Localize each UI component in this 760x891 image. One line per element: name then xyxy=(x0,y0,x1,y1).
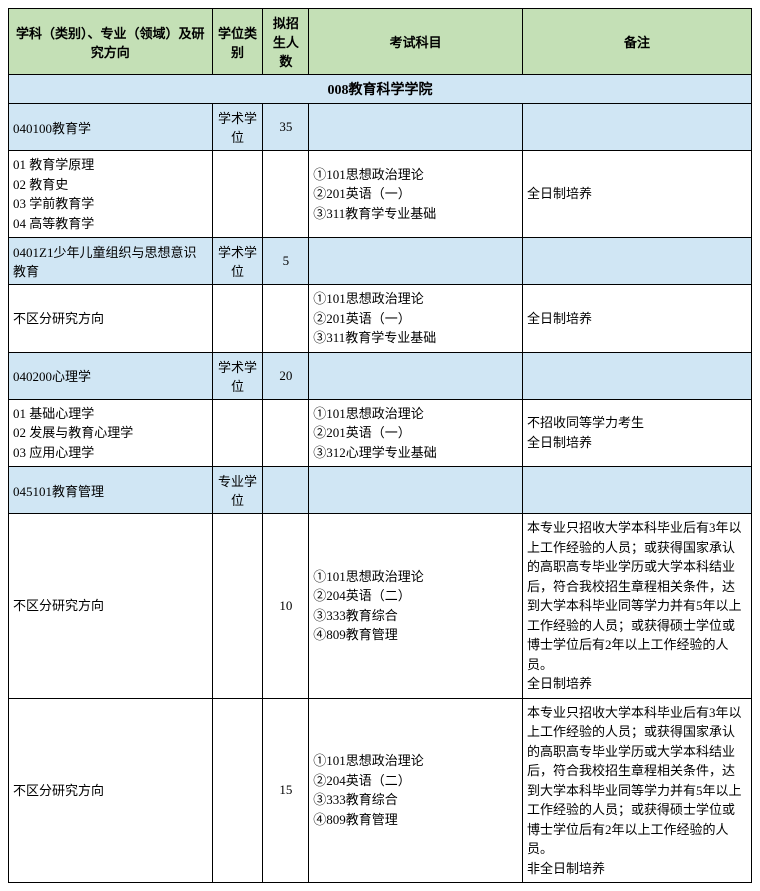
hdr-col2: 学位类别 xyxy=(212,9,263,75)
enroll-num xyxy=(263,151,309,238)
degree-type: 学术学位 xyxy=(212,104,263,151)
note-cell xyxy=(522,352,751,399)
exam-subjects: ①101思想政治理论②201英语（一）③311教育学专业基础 xyxy=(309,285,523,353)
exam-subjects: ①101思想政治理论②204英语（二）③333教育综合④809教育管理 xyxy=(309,698,523,883)
detail-row: 01 教育学原理02 教育史03 学前教育学04 高等教育学 ①101思想政治理… xyxy=(9,151,752,238)
exam-cell xyxy=(309,238,523,285)
detail-row: 01 基础心理学02 发展与教育心理学03 应用心理学 ①101思想政治理论②2… xyxy=(9,399,752,467)
subject-name: 040200心理学 xyxy=(9,352,213,399)
exam-cell xyxy=(309,104,523,151)
exam-cell xyxy=(309,352,523,399)
enroll-num: 5 xyxy=(263,238,309,285)
exam-subjects: ①101思想政治理论②204英语（二）③333教育综合④809教育管理 xyxy=(309,514,523,699)
header-row: 学科（类别）、专业（领域）及研究方向 学位类别 拟招生人数 考试科目 备注 xyxy=(9,9,752,75)
section-title-row: 008教育科学学院 xyxy=(9,75,752,104)
catalog-table: 学科（类别）、专业（领域）及研究方向 学位类别 拟招生人数 考试科目 备注 00… xyxy=(8,8,752,883)
degree-type xyxy=(212,285,263,353)
subject-name: 040100教育学 xyxy=(9,104,213,151)
note: 全日制培养 xyxy=(522,285,751,353)
hdr-col1: 学科（类别）、专业（领域）及研究方向 xyxy=(9,9,213,75)
hdr-col5: 备注 xyxy=(522,9,751,75)
exam-subjects: ①101思想政治理论②201英语（一）③311教育学专业基础 xyxy=(309,151,523,238)
degree-type xyxy=(212,399,263,467)
section-title: 008教育科学学院 xyxy=(9,75,752,104)
enroll-num: 10 xyxy=(263,514,309,699)
enroll-num xyxy=(263,467,309,514)
degree-type xyxy=(212,151,263,238)
enroll-num xyxy=(263,399,309,467)
enroll-num xyxy=(263,285,309,353)
degree-type: 学术学位 xyxy=(212,238,263,285)
detail-row: 不区分研究方向 15 ①101思想政治理论②204英语（二）③333教育综合④8… xyxy=(9,698,752,883)
note: 全日制培养 xyxy=(522,151,751,238)
enroll-num: 15 xyxy=(263,698,309,883)
subject-row: 040100教育学 学术学位 35 xyxy=(9,104,752,151)
exam-subjects: ①101思想政治理论②201英语（一）③312心理学专业基础 xyxy=(309,399,523,467)
enroll-num: 20 xyxy=(263,352,309,399)
note: 本专业只招收大学本科毕业后有3年以上工作经验的人员；或获得国家承认的高职高专毕业… xyxy=(522,698,751,883)
hdr-col4: 考试科目 xyxy=(309,9,523,75)
directions: 不区分研究方向 xyxy=(9,285,213,353)
degree-type: 学术学位 xyxy=(212,352,263,399)
subject-row: 045101教育管理 专业学位 xyxy=(9,467,752,514)
directions: 01 基础心理学02 发展与教育心理学03 应用心理学 xyxy=(9,399,213,467)
note: 本专业只招收大学本科毕业后有3年以上工作经验的人员；或获得国家承认的高职高专毕业… xyxy=(522,514,751,699)
detail-row: 不区分研究方向 10 ①101思想政治理论②204英语（二）③333教育综合④8… xyxy=(9,514,752,699)
subject-row: 0401Z1少年儿童组织与思想意识教育 学术学位 5 xyxy=(9,238,752,285)
enroll-num: 35 xyxy=(263,104,309,151)
hdr-col3: 拟招生人数 xyxy=(263,9,309,75)
note-cell xyxy=(522,238,751,285)
note-cell xyxy=(522,467,751,514)
subject-name: 0401Z1少年儿童组织与思想意识教育 xyxy=(9,238,213,285)
subject-name: 045101教育管理 xyxy=(9,467,213,514)
degree-type: 专业学位 xyxy=(212,467,263,514)
directions: 不区分研究方向 xyxy=(9,514,213,699)
exam-cell xyxy=(309,467,523,514)
detail-row: 不区分研究方向 ①101思想政治理论②201英语（一）③311教育学专业基础 全… xyxy=(9,285,752,353)
note: 不招收同等学力考生全日制培养 xyxy=(522,399,751,467)
note-cell xyxy=(522,104,751,151)
degree-type xyxy=(212,698,263,883)
directions: 不区分研究方向 xyxy=(9,698,213,883)
directions: 01 教育学原理02 教育史03 学前教育学04 高等教育学 xyxy=(9,151,213,238)
degree-type xyxy=(212,514,263,699)
subject-row: 040200心理学 学术学位 20 xyxy=(9,352,752,399)
